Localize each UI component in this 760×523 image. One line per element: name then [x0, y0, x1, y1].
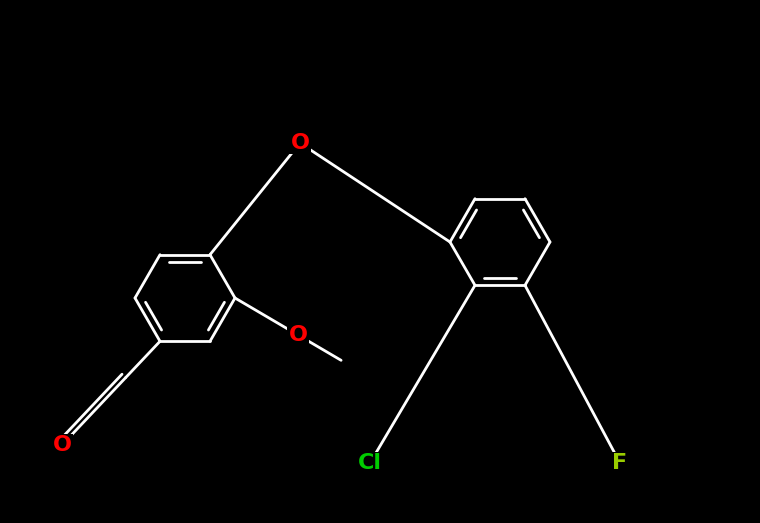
Text: O: O: [289, 325, 308, 345]
Text: Cl: Cl: [358, 453, 382, 473]
Text: O: O: [52, 435, 71, 455]
Text: F: F: [613, 453, 628, 473]
Text: O: O: [290, 133, 309, 153]
